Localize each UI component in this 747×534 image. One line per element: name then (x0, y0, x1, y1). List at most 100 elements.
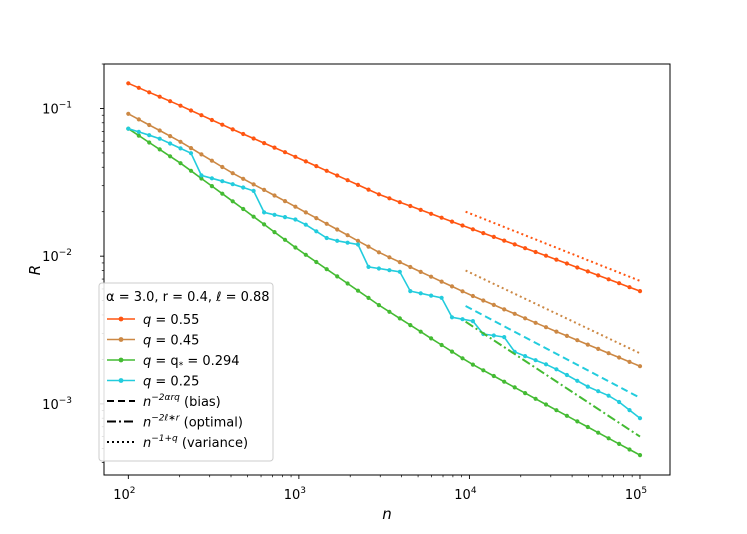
series-0-point (637, 289, 643, 294)
series-1-point (397, 260, 402, 265)
series-0-point (355, 182, 361, 187)
series-0-point (335, 173, 340, 178)
y-tick-label: 10−3 (42, 396, 72, 413)
legend-label: q = q* = 0.294 (143, 354, 240, 371)
series-2-point (293, 245, 298, 250)
series-1-point (627, 359, 632, 364)
series-1-point (470, 293, 475, 299)
series-1-point (575, 338, 580, 343)
series-3-point (355, 242, 361, 247)
series-3-point (418, 291, 423, 296)
plot-frame (103, 63, 671, 476)
y-tick-label: 10−1 (42, 100, 72, 117)
series-2-point (543, 402, 549, 407)
series-3-point (439, 295, 444, 300)
series-2-point (533, 396, 538, 401)
series-line-7 (465, 269, 641, 355)
series-0-point (178, 103, 183, 108)
series-0-point (314, 164, 319, 169)
series-3-point (178, 146, 183, 151)
series-2-point (502, 379, 507, 384)
series-0-point (418, 207, 423, 212)
series-0-point (596, 273, 601, 278)
series-2-point (262, 222, 267, 227)
series-2-point (439, 342, 444, 348)
series-0-point (251, 136, 256, 141)
series-1-point (585, 342, 590, 347)
series-2-point (314, 259, 319, 265)
legend-label: n−2αrq (bias) (143, 393, 221, 410)
series-2-point (282, 237, 288, 242)
series-1-point (147, 122, 152, 128)
series-2-point (470, 362, 475, 367)
series-1-point (481, 298, 486, 303)
series-2-point (585, 424, 590, 430)
series-1-point (460, 289, 465, 294)
series-3-point (335, 238, 340, 243)
series-1-point (282, 199, 288, 204)
series-3-point (168, 141, 173, 146)
series-3-point (314, 229, 319, 234)
legend-label: n−1+q (variance) (143, 434, 248, 451)
series-2-point (324, 267, 329, 272)
series-3-point (126, 126, 131, 131)
series-3-point (408, 289, 413, 294)
series-2-point (136, 133, 141, 138)
legend-box (98, 282, 274, 462)
series-3-point (251, 188, 256, 193)
series-2-point (460, 356, 465, 361)
x-tick-label: 103 (284, 486, 306, 503)
series-3-point (147, 133, 152, 138)
series-3-point (575, 378, 580, 383)
series-3-point (617, 399, 622, 405)
series-3-point (136, 129, 141, 134)
series-2-point (512, 385, 517, 390)
series-0-point (136, 85, 141, 90)
series-2-point (481, 368, 486, 373)
series-0-point (460, 223, 465, 228)
series-0-point (324, 168, 329, 173)
series-0-point (272, 145, 277, 150)
series-2-point (564, 413, 570, 418)
series-1-point (376, 250, 381, 255)
series-2-point (345, 281, 350, 286)
series-1-point (188, 146, 194, 151)
series-3-point (491, 333, 496, 338)
series-1-point (491, 302, 496, 307)
series-1-point (293, 204, 298, 209)
series-1-point (220, 164, 225, 170)
series-3-point (387, 268, 392, 273)
series-2-point (575, 419, 580, 424)
legend-title: α = 3.0, r = 0.4, ℓ = 0.88 (106, 290, 270, 305)
series-1-point (387, 255, 392, 260)
series-0-point (209, 117, 214, 123)
series-2-point (178, 161, 183, 166)
series-3-point (220, 179, 225, 184)
series-3-point (606, 393, 611, 398)
series-0-point (429, 211, 434, 216)
series-2-point (230, 199, 235, 204)
series-0-point (157, 94, 162, 99)
series-1-point (533, 320, 538, 325)
legend-label: q = 0.45 (143, 334, 199, 349)
series-3-point (324, 235, 329, 241)
legend-label: q = 0.25 (143, 375, 199, 390)
series-2-point (637, 453, 643, 458)
series-3-point (230, 182, 235, 187)
series-0-point (470, 227, 475, 232)
series-3-point (262, 210, 267, 215)
series-1-point (272, 193, 277, 198)
series-1-point (209, 158, 214, 163)
series-2-point (397, 316, 402, 321)
series-2-point (220, 191, 225, 196)
series-1-point (199, 152, 204, 157)
series-3-point (293, 217, 298, 222)
series-0-point (533, 249, 538, 255)
series-0-point (303, 159, 308, 164)
series-2-point (157, 147, 162, 152)
series-3-point (303, 222, 308, 227)
series-0-point (262, 141, 267, 146)
series-0-point (293, 154, 298, 159)
series-0-point (147, 90, 152, 95)
series-1-point (512, 311, 517, 316)
